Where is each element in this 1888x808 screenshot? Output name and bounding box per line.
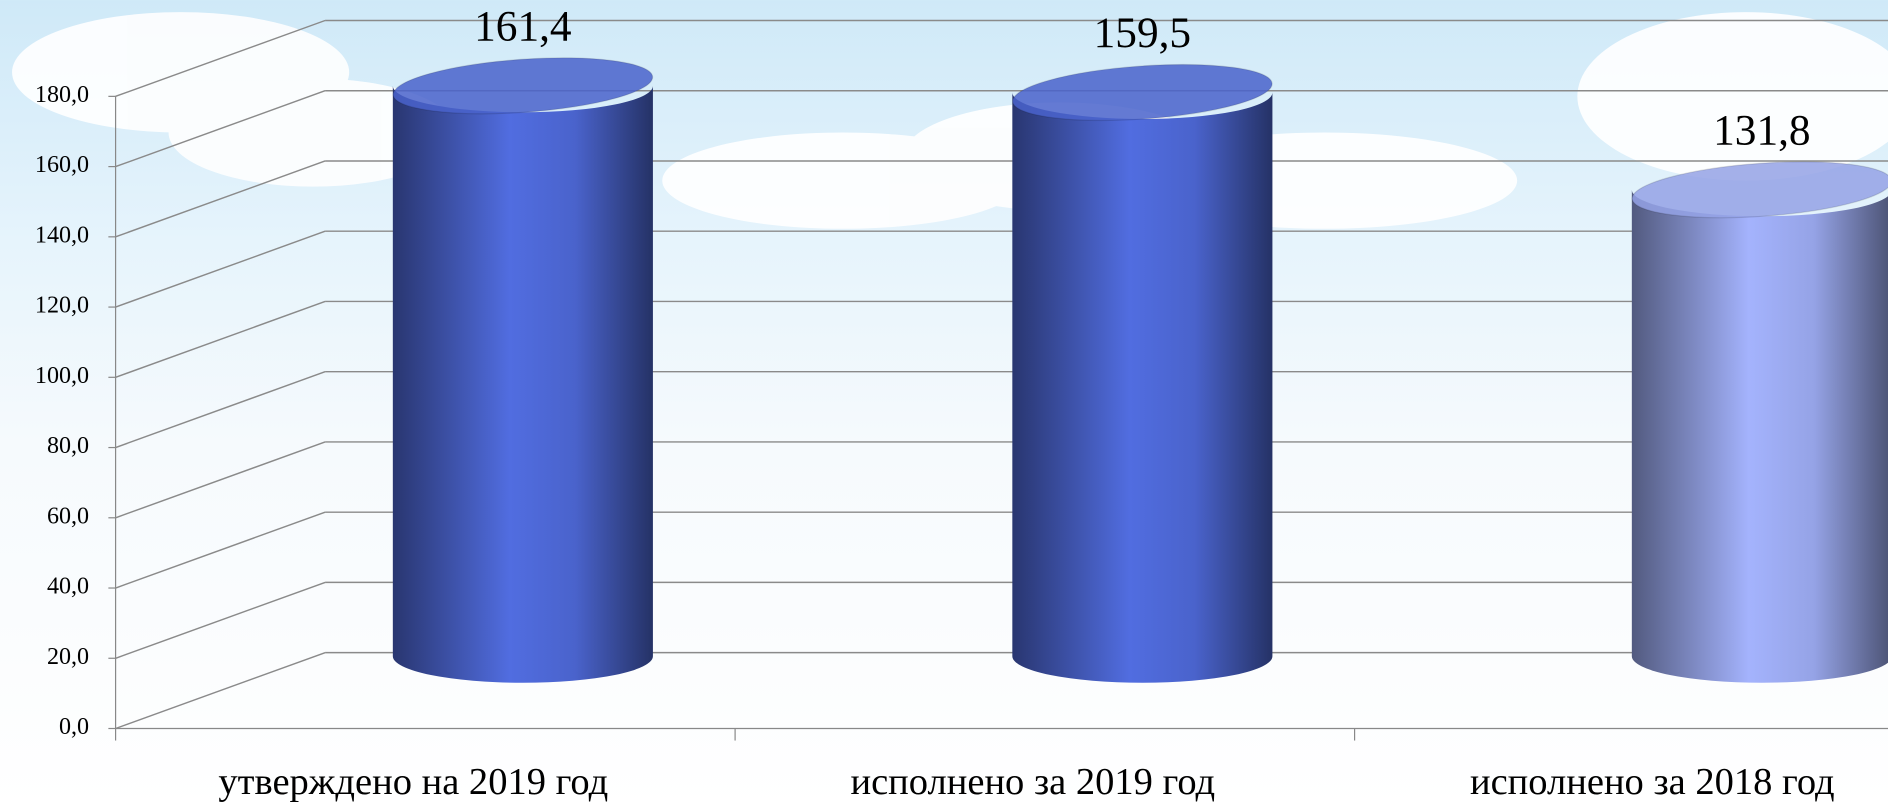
bar [1631,189,1888,683]
value-label: 131,8 [1713,106,1811,154]
grid-line [115,371,326,449]
x-tick-label: исполнено за 2019 год [850,761,1215,803]
grid-line [115,441,326,519]
y-tick-label: 100,0 [35,363,89,389]
bar [392,85,653,683]
y-tick-label: 60,0 [47,503,89,529]
grid-line [115,651,326,730]
y-tick-label: 80,0 [47,433,89,459]
grid-line [115,160,326,238]
y-tick-label: 180,0 [35,82,89,108]
bar [1012,92,1273,683]
bar-top [1012,63,1273,122]
x-tick-label: исполнено за 2018 год [1470,761,1835,803]
grid-line [115,581,326,659]
y-tick-label: 20,0 [47,644,89,670]
x-tick-label: утверждено на 2019 год [218,761,608,803]
y-tick-label: 160,0 [35,152,89,178]
grid-line [115,90,326,168]
y-tick-label: 0,0 [59,714,89,740]
y-tick-label: 40,0 [47,574,89,600]
value-label: 159,5 [1094,9,1192,57]
bar-top [392,57,654,115]
grid-line [115,300,326,378]
grid-line [115,511,326,589]
y-tick-label: 120,0 [35,293,89,319]
grid-line [115,19,326,98]
bar-top [1631,161,1888,219]
y-tick-label: 140,0 [35,222,89,248]
value-label: 161,4 [474,2,572,50]
grid-line [115,230,326,308]
